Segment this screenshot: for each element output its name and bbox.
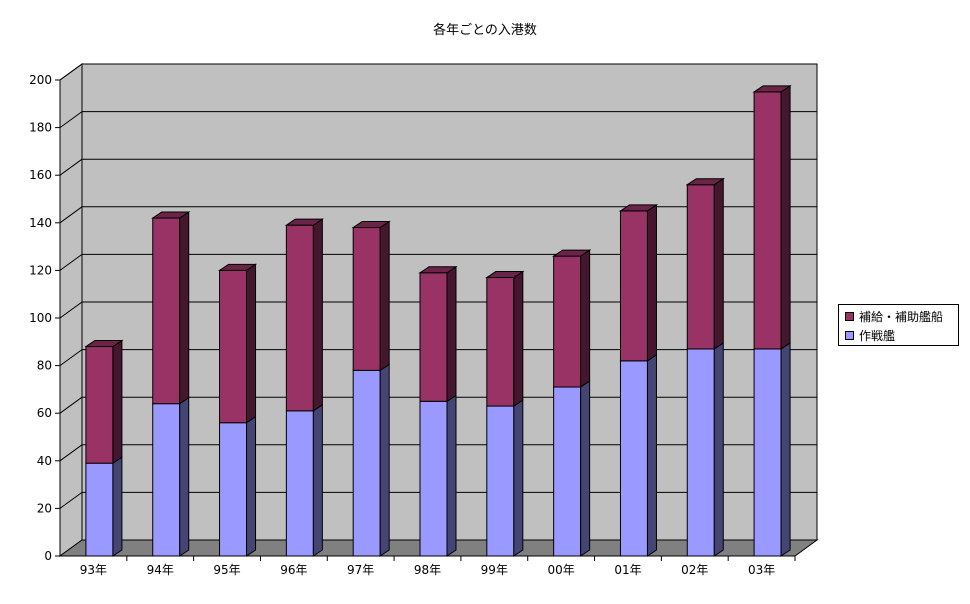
y-tick-label: 20 (37, 501, 52, 515)
bar-side-combat-03年 (780, 342, 791, 557)
bar-side-combat-97年 (379, 363, 390, 557)
gridline-side (59, 63, 83, 81)
x-tick-label: 03年 (748, 563, 775, 577)
bar-supply-00年 (553, 255, 582, 388)
bar-top-99年 (485, 271, 525, 279)
bar-combat-97年 (352, 369, 381, 557)
legend-item-supply: 補給・補助艦船 (845, 308, 943, 324)
y-tick-label: 140 (29, 216, 52, 230)
x-tick-label: 98年 (414, 563, 441, 577)
gridline-side (59, 111, 83, 129)
y-tick-label: 100 (29, 311, 52, 325)
x-tick-label: 99年 (481, 563, 508, 577)
bar-side-combat-00年 (580, 380, 591, 557)
bar-side-supply-03年 (780, 84, 791, 350)
gridline-side (59, 158, 83, 176)
bar-combat-98年 (419, 400, 448, 557)
bar-combat-02年 (686, 348, 715, 557)
bar-top-02年 (685, 178, 725, 186)
bar-combat-93年 (85, 462, 114, 557)
x-tick-label: 01年 (614, 563, 641, 577)
x-tick-label: 02年 (681, 563, 708, 577)
x-tick-label: 96年 (280, 563, 307, 577)
y-tick-label: 0 (44, 549, 52, 563)
bar-supply-94年 (152, 217, 181, 405)
y-tick-label: 180 (29, 121, 52, 135)
y-tick-label: 200 (29, 73, 52, 87)
bar-top-93年 (84, 340, 124, 348)
bar-supply-01年 (619, 210, 648, 362)
bar-supply-99年 (486, 277, 515, 407)
bar-side-supply-96年 (312, 218, 323, 412)
y-tick-label: 120 (29, 263, 52, 277)
bar-side-supply-02年 (713, 177, 724, 350)
bar-top-97年 (351, 221, 391, 229)
bar-combat-03年 (753, 348, 782, 557)
bar-top-96年 (284, 218, 325, 226)
bar-side-supply-98年 (446, 265, 457, 403)
bar-top-95年 (217, 263, 258, 271)
y-tick-label: 80 (37, 359, 52, 373)
gridline-side (59, 301, 83, 319)
gridline-side (59, 349, 83, 367)
bar-side-supply-00年 (580, 249, 591, 388)
bar-side-combat-94年 (179, 396, 190, 557)
chart-legend: 補給・補助艦船 作戦艦 (838, 304, 959, 346)
gridline-side (59, 253, 83, 271)
bar-combat-99年 (486, 405, 515, 557)
bar-supply-02年 (686, 184, 715, 350)
gridline-side (59, 206, 83, 224)
bar-side-combat-95年 (246, 415, 257, 557)
bar-side-supply-94年 (179, 211, 190, 405)
legend-swatch-combat (845, 330, 854, 340)
bar-top-01年 (618, 204, 659, 212)
bar-side-supply-97年 (379, 220, 390, 372)
legend-label-combat: 作戦艦 (859, 328, 896, 343)
x-tick-label: 97年 (347, 563, 374, 577)
legend-item-combat: 作戦艦 (845, 327, 895, 343)
bar-side-supply-01年 (646, 203, 657, 362)
chart-title: 各年ごとの入港数 (433, 23, 537, 38)
bar-supply-95年 (219, 269, 248, 424)
bar-combat-95年 (219, 422, 248, 557)
bar-combat-01年 (619, 360, 648, 557)
bar-supply-98年 (419, 272, 448, 402)
gridline-side (59, 444, 83, 462)
bar-side-combat-99年 (513, 399, 524, 557)
bar-top-03年 (752, 85, 792, 93)
bar-combat-94年 (152, 403, 181, 557)
bar-supply-03年 (753, 91, 782, 350)
bar-side-combat-02年 (713, 342, 724, 557)
bar-supply-97年 (352, 227, 381, 371)
gridline-side (59, 491, 83, 509)
bar-top-00年 (551, 249, 592, 257)
bar-side-combat-96年 (312, 403, 323, 557)
bar-top-98年 (418, 266, 458, 274)
x-tick-label: 95年 (213, 563, 240, 577)
bar-combat-96年 (285, 410, 314, 557)
x-tick-label: 00年 (547, 563, 574, 577)
bar-top-94年 (151, 211, 191, 219)
bar-side-supply-99年 (513, 270, 524, 407)
bar-side-supply-95年 (246, 263, 257, 424)
bar-supply-93年 (85, 346, 114, 464)
y-tick-label: 160 (29, 168, 52, 182)
legend-label-supply: 補給・補助艦船 (859, 309, 944, 324)
gridline-side (59, 396, 83, 414)
bar-side-combat-01年 (646, 353, 657, 557)
y-tick-label: 40 (37, 454, 52, 468)
bar-side-combat-93年 (112, 456, 123, 557)
legend-swatch-supply (845, 311, 854, 321)
bar-supply-96年 (285, 224, 314, 412)
bar-side-supply-93年 (112, 339, 123, 465)
x-tick-label: 94年 (147, 563, 174, 577)
bar-side-combat-98年 (446, 394, 457, 557)
bar-combat-00年 (553, 386, 582, 557)
y-tick-label: 60 (37, 406, 52, 420)
x-tick-label: 93年 (80, 563, 107, 577)
